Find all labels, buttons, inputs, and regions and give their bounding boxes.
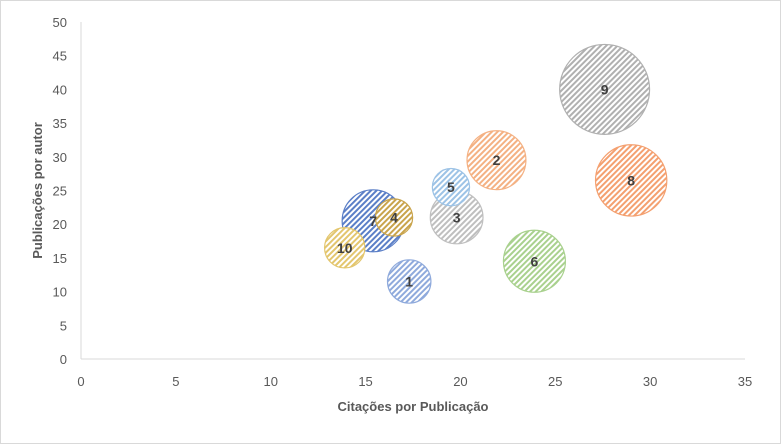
bubble-label: 5 [447,179,455,195]
bubble-label: 1 [405,273,413,289]
bubble [323,227,366,269]
bubble [502,229,567,293]
y-tick-label: 25 [53,184,67,199]
bubble [559,43,651,135]
y-tick-label: 5 [60,318,67,333]
y-tick-label: 45 [53,49,67,64]
y-tick-label: 35 [53,116,67,131]
bubble-label: 3 [453,209,461,225]
x-tick-label: 15 [358,374,372,389]
y-tick-label: 20 [53,217,67,232]
x-tick-label: 0 [77,374,84,389]
x-tick-label: 30 [643,374,657,389]
x-tick-label: 10 [263,374,277,389]
x-tick-label: 5 [172,374,179,389]
bubble-label: 8 [627,172,635,188]
bubble-label: 10 [337,240,353,256]
y-axis-title: Publicações por autor [30,122,45,259]
bubble [374,198,414,237]
x-tick-label: 25 [548,374,562,389]
x-tick-labels: 0 5 10 15 20 25 30 35 [77,374,752,389]
bubble-label: 6 [531,253,539,269]
y-tick-label: 30 [53,150,67,165]
bubble-label: 7 [369,213,377,229]
bubble [431,167,471,207]
y-tick-label: 50 [53,15,67,30]
bubble-label: 4 [390,209,398,225]
bubbles: 1 2 3 4 5 6 7 8 9 10 [323,43,668,304]
y-tick-label: 15 [53,251,67,266]
bubble-label: 2 [493,152,501,168]
x-tick-label: 35 [738,374,752,389]
bubble [594,144,668,217]
bubble-label: 9 [601,81,609,97]
x-tick-label: 20 [453,374,467,389]
x-axis-title: Citações por Publicação [338,399,489,414]
y-tick-label: 0 [60,352,67,367]
axes [80,22,745,360]
y-tick-label: 40 [53,82,67,97]
y-tick-label: 10 [53,285,67,300]
y-tick-labels: 0 5 10 15 20 25 30 35 40 45 50 [53,15,67,367]
bubble [466,130,527,191]
bubble [386,259,432,304]
